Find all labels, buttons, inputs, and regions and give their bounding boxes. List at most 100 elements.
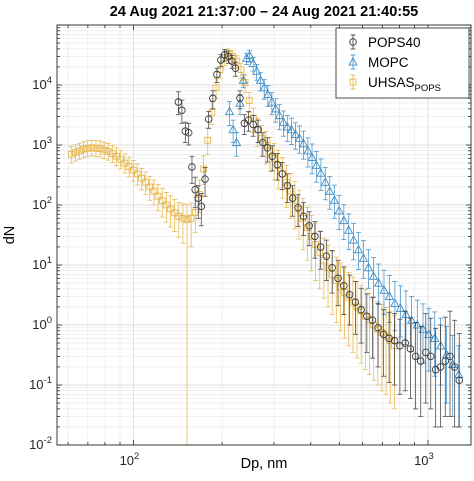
data-point (117, 155, 125, 163)
data-point (80, 145, 87, 153)
data-point (441, 357, 450, 365)
data-point (263, 143, 272, 152)
data-point (446, 352, 454, 361)
data-point (368, 316, 377, 324)
data-point (436, 363, 445, 371)
data-point (209, 94, 217, 103)
data-point (138, 174, 145, 182)
data-point (171, 209, 179, 217)
data-point (259, 82, 269, 92)
data-point (357, 305, 365, 314)
data-point (220, 50, 229, 59)
data-point (303, 145, 313, 155)
data-point (401, 339, 409, 347)
data-point (316, 168, 326, 177)
data-point (244, 50, 255, 60)
y-axis-label: dN (2, 226, 18, 245)
data-point (303, 224, 311, 231)
data-point (196, 191, 203, 198)
data-point (96, 145, 104, 152)
data-point (212, 84, 220, 92)
data-point (334, 205, 344, 215)
data-point (204, 115, 213, 123)
data-point (406, 345, 415, 353)
data-point (363, 312, 371, 320)
data-point (379, 330, 388, 339)
data-point (274, 110, 285, 120)
data-point (328, 263, 336, 272)
data-point (348, 235, 359, 244)
data-point (344, 225, 354, 234)
data-point (395, 303, 406, 312)
chart-title: 24 Aug 2021 21:37:00 – 24 Aug 2021 21:40… (110, 4, 418, 20)
legend-box (335, 27, 470, 99)
data-point (236, 94, 244, 103)
data-point (229, 53, 236, 60)
data-point (374, 323, 382, 332)
data-point (67, 150, 75, 158)
data-point (379, 285, 389, 294)
data-point (184, 129, 193, 137)
data-point (100, 146, 108, 154)
data-point (298, 138, 309, 148)
data-point (282, 121, 292, 131)
data-point (154, 192, 162, 200)
data-point (88, 144, 96, 152)
legend-marker (348, 56, 358, 66)
data-point (322, 252, 331, 260)
data-point (283, 178, 290, 186)
data-point (287, 187, 295, 195)
series-layer (67, 48, 464, 446)
data-point (411, 352, 420, 361)
data-point (378, 329, 386, 336)
data-point (258, 134, 266, 142)
data-point (278, 117, 289, 126)
data-point (249, 120, 257, 129)
data-point (454, 369, 464, 378)
data-point (244, 116, 253, 124)
data-point (167, 205, 174, 213)
data-point (294, 133, 305, 142)
data-point (213, 70, 221, 79)
data-point (231, 137, 242, 147)
data-point (305, 222, 313, 230)
data-point (268, 152, 277, 160)
data-point (351, 298, 360, 306)
legend-label: POPS40 (368, 35, 421, 50)
data-point (308, 233, 315, 240)
data-point (401, 309, 411, 318)
data-point (217, 56, 225, 64)
data-point (84, 144, 92, 152)
data-point (72, 149, 79, 156)
data-point (228, 57, 236, 65)
data-point (178, 106, 186, 114)
data-point (384, 291, 395, 300)
data-point (334, 274, 342, 283)
data-point (390, 298, 400, 307)
data-point (162, 201, 170, 209)
data-point (146, 183, 154, 191)
data-point (332, 277, 340, 284)
data-point (125, 163, 133, 170)
legend-label: MOPC (368, 55, 409, 70)
data-point (228, 124, 238, 134)
data-point (316, 243, 325, 251)
data-point (142, 178, 150, 186)
data-point (134, 170, 141, 178)
data-point (290, 129, 301, 138)
data-point (267, 96, 277, 106)
legend-label-subscript: POPS (415, 83, 441, 94)
data-point (324, 264, 332, 272)
data-point (273, 160, 282, 169)
data-point (294, 203, 302, 212)
data-point (241, 53, 252, 62)
data-point (390, 336, 399, 345)
data-point (238, 75, 248, 84)
data-point (200, 165, 207, 173)
data-point (248, 58, 258, 67)
legend-marker (349, 38, 357, 46)
data-point (158, 197, 166, 205)
